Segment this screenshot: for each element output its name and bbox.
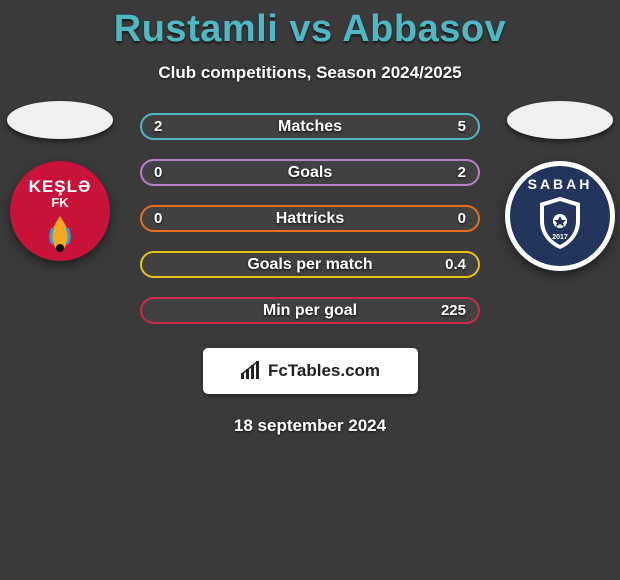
left-club-name: KEŞLƏ (29, 177, 92, 197)
flame-icon (41, 214, 79, 254)
stat-label: Matches (278, 118, 342, 136)
shield-icon: 2017 (534, 193, 586, 253)
stat-label: Min per goal (263, 302, 357, 320)
stat-value-right: 0.4 (445, 256, 466, 273)
footer-logo[interactable]: FcTables.com (203, 348, 418, 394)
bar-chart-icon (240, 361, 262, 381)
comparison-panel: KEŞLƏ FK 2 Matches 5 0 Goals 2 0 Hattric… (0, 113, 620, 324)
stat-label: Goals (288, 164, 332, 182)
right-club-badge: SABAH 2017 (505, 161, 615, 271)
stat-row-hattricks: 0 Hattricks 0 (140, 205, 480, 232)
svg-text:2017: 2017 (552, 234, 568, 241)
stat-value-left: 0 (154, 210, 162, 227)
stat-value-left: 0 (154, 164, 162, 181)
stat-row-min-per-goal: Min per goal 225 (140, 297, 480, 324)
stat-value-right: 5 (458, 118, 466, 135)
stat-label: Hattricks (276, 210, 344, 228)
left-club-sub: FK (51, 195, 68, 210)
stat-value-right: 225 (441, 302, 466, 319)
right-club-name: SABAH (528, 176, 593, 192)
left-player-photo-placeholder (7, 101, 113, 139)
right-club-inner: SABAH 2017 (510, 166, 610, 266)
stat-row-goals-per-match: Goals per match 0.4 (140, 251, 480, 278)
stat-value-right: 2 (458, 164, 466, 181)
page-title: Rustamli vs Abbasov (0, 0, 620, 51)
stats-list: 2 Matches 5 0 Goals 2 0 Hattricks 0 Goal… (140, 113, 480, 324)
left-club-badge: KEŞLƏ FK (10, 161, 110, 261)
subtitle: Club competitions, Season 2024/2025 (0, 63, 620, 83)
stat-value-left: 2 (154, 118, 162, 135)
footer-logo-text: FcTables.com (268, 361, 380, 381)
stat-row-goals: 0 Goals 2 (140, 159, 480, 186)
stat-label: Goals per match (247, 256, 372, 274)
generated-date: 18 september 2024 (0, 416, 620, 436)
right-player-photo-placeholder (507, 101, 613, 139)
stat-row-matches: 2 Matches 5 (140, 113, 480, 140)
left-player-column: KEŞLƏ FK (0, 101, 120, 261)
stat-value-right: 0 (458, 210, 466, 227)
right-player-column: SABAH 2017 (500, 101, 620, 271)
